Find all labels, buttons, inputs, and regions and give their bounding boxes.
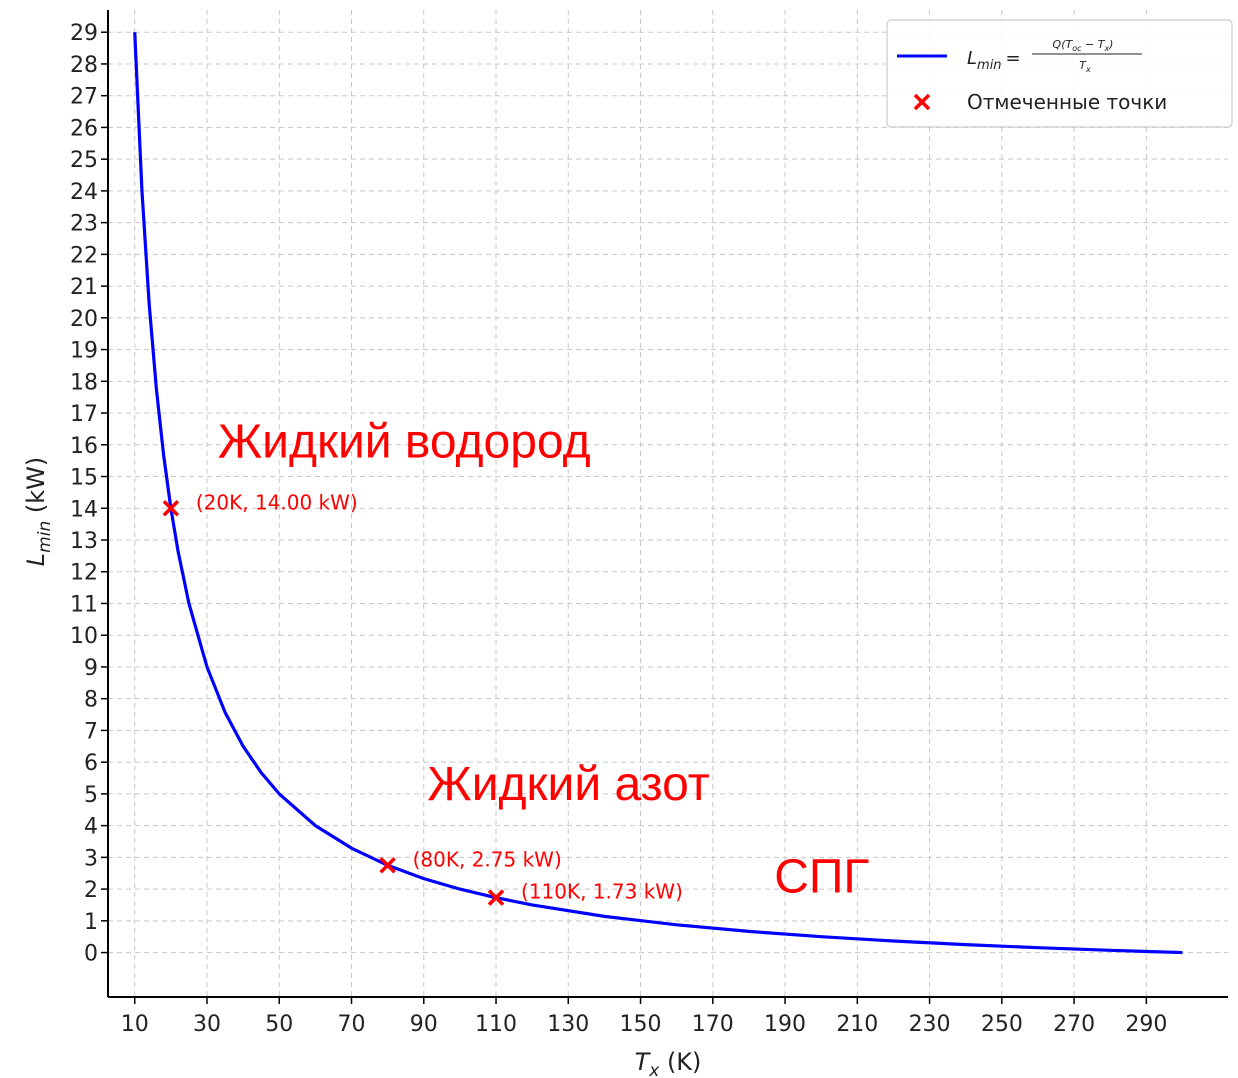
legend-formula: Lmin = xyxy=(967,48,1021,73)
y-tick-label: 1 xyxy=(84,910,98,935)
x-tick-label: 110 xyxy=(475,1012,517,1037)
x-axis-label-main: T xyxy=(635,1048,652,1076)
marked-point-stroke-b xyxy=(487,889,505,906)
y-tick-label: 21 xyxy=(70,275,98,300)
y-tick-label: 26 xyxy=(70,116,98,141)
series-layer xyxy=(133,32,1183,955)
x-tick-label: 130 xyxy=(547,1012,589,1037)
legend-frac-den-sub: x xyxy=(1085,65,1091,74)
legend-frac-numerator: Q(Toc − Tx) xyxy=(1053,38,1114,53)
legend-marker-swatch xyxy=(913,93,931,111)
y-tick-label: 16 xyxy=(70,434,98,459)
legend-formula-lhs: L xyxy=(967,48,977,69)
legend-frac-num-mid: − T xyxy=(1082,38,1106,51)
y-tick-label: 0 xyxy=(84,942,98,967)
y-tick-label: 5 xyxy=(84,783,98,808)
y-tick-label: 23 xyxy=(70,212,98,237)
axes-layer xyxy=(107,10,1228,998)
marked-point-stroke-b xyxy=(162,500,180,517)
y-axis-label-unit: (kW) xyxy=(22,457,50,521)
x-tick-label: 250 xyxy=(981,1012,1023,1037)
point-annotation: (80K, 2.75 kW) xyxy=(413,847,562,871)
x-axis-label: Tx (K) xyxy=(635,1048,702,1078)
x-tick-label: 190 xyxy=(764,1012,806,1037)
legend: Lmin = Q(Toc − Tx) Tx Отмеченные точки xyxy=(886,19,1233,128)
y-tick-label: 11 xyxy=(70,592,98,617)
legend-box xyxy=(886,19,1233,128)
y-tick-label: 18 xyxy=(70,370,98,395)
y-axis-label: Lmin (kW) xyxy=(22,457,55,566)
x-tick-label: 50 xyxy=(265,1012,293,1037)
y-tick-label: 9 xyxy=(84,656,98,681)
x-tick-label: 290 xyxy=(1125,1012,1167,1037)
y-tick-label: 3 xyxy=(84,846,98,871)
y-tick-label: 28 xyxy=(70,53,98,78)
ticks-layer: 10 30 50 70 90 110 130 150 170 190 210 230 250 270 290… xyxy=(70,21,1167,1037)
curve-line xyxy=(133,32,1183,955)
annot-layer: (20K, 14.00 kW) (80K, 2.75 kW) (110K, 1.73… xyxy=(196,415,870,903)
legend-frac-num-end: ) xyxy=(1108,38,1113,51)
y-tick-label: 27 xyxy=(70,85,98,110)
legend-scatter-label: Отмеченные точки xyxy=(967,90,1167,114)
legend-formula-eq: = xyxy=(1006,48,1021,69)
marked-point-stroke-b xyxy=(379,857,396,874)
y-tick-label: 4 xyxy=(84,815,98,840)
y-tick-label: 25 xyxy=(70,148,98,173)
y-tick-label: 10 xyxy=(70,624,98,649)
x-tick-label: 270 xyxy=(1053,1012,1095,1037)
region-label: Жидкий водород xyxy=(218,415,591,468)
y-tick-label: 6 xyxy=(84,751,98,776)
y-tick-label: 8 xyxy=(84,688,98,713)
y-tick-label: 14 xyxy=(70,497,98,522)
x-tick-label: 210 xyxy=(836,1012,878,1037)
x-tick-label: 150 xyxy=(620,1012,662,1037)
grid-layer xyxy=(108,10,1228,997)
legend-frac-denominator: Tx xyxy=(1079,59,1091,74)
y-tick-label: 12 xyxy=(70,561,98,586)
point-annotation: (110K, 1.73 kW) xyxy=(521,880,683,904)
y-tick-label: 19 xyxy=(70,339,98,364)
x-tick-label: 70 xyxy=(338,1012,366,1037)
legend-frac-num-a: Q(T xyxy=(1053,38,1074,51)
x-tick-label: 170 xyxy=(692,1012,734,1037)
legend-frac-den-a: T xyxy=(1079,59,1087,72)
y-axis-label-sub: min xyxy=(35,521,55,553)
y-tick-label: 13 xyxy=(70,529,98,554)
marked-point xyxy=(162,500,180,517)
region-label: СПГ xyxy=(774,850,869,903)
y-tick-label: 15 xyxy=(70,466,98,491)
region-label: Жидкий азот xyxy=(427,758,709,811)
x-tick-label: 30 xyxy=(193,1012,221,1037)
y-tick-label: 17 xyxy=(70,402,98,427)
x-tick-label: 10 xyxy=(121,1012,149,1037)
y-axis-label-main: L xyxy=(22,553,50,566)
marked-point xyxy=(487,889,505,906)
x-axis-label-sub: x xyxy=(648,1061,660,1078)
legend-frac-num-sub2: x xyxy=(1103,44,1109,53)
legend-frac-num-sub1: oc xyxy=(1072,44,1082,53)
legend-formula-lhs-sub: min xyxy=(977,58,1002,73)
point-annotation: (20K, 14.00 kW) xyxy=(196,490,358,514)
y-tick-label: 29 xyxy=(70,21,98,46)
y-tick-label: 2 xyxy=(84,878,98,903)
legend-marker-cross xyxy=(913,93,931,111)
marked-point xyxy=(379,857,396,874)
legend-marker-cross-stroke-b xyxy=(913,93,931,111)
y-tick-label: 7 xyxy=(84,719,98,744)
x-tick-label: 90 xyxy=(410,1012,438,1037)
y-tick-label: 22 xyxy=(70,243,98,268)
y-tick-label: 24 xyxy=(70,180,98,205)
x-axis-label-unit: (K) xyxy=(659,1048,701,1076)
x-tick-label: 230 xyxy=(909,1012,951,1037)
y-tick-label: 20 xyxy=(70,307,98,332)
